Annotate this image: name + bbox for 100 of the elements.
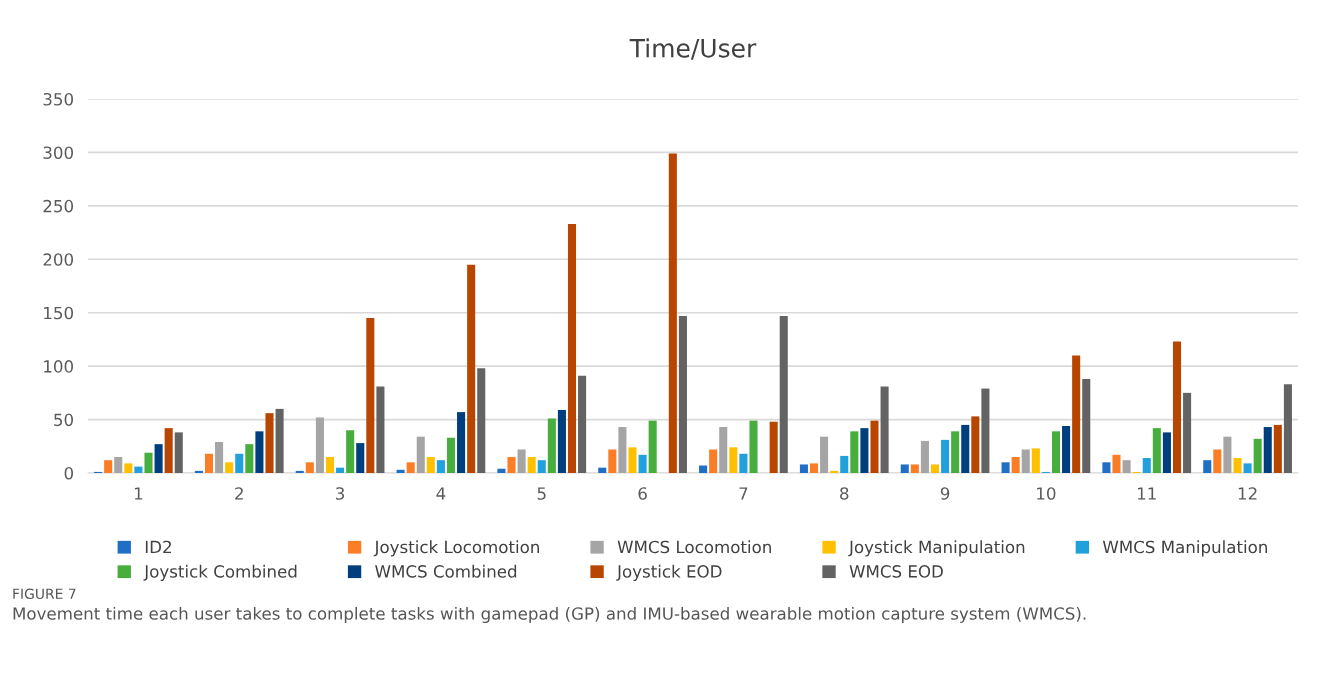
bar [910,464,919,473]
text: Movement time each user takes to complete tasks with gamepad (GP) and IMU-based wearable motion capture system (WMCS). [13,606,1086,624]
bar [628,447,637,473]
bar [699,465,708,473]
bar [1223,436,1232,473]
bar [709,449,718,473]
bar [638,454,647,473]
bar [981,388,990,473]
bar [144,452,153,473]
caption: FIGURE 7 [13,588,76,600]
x-tick-label: 2 [235,487,243,500]
bar [275,408,284,473]
bar [1172,341,1182,473]
bar [961,424,970,473]
bar [457,412,466,473]
bar [749,420,758,473]
bar [235,453,244,473]
bar [608,449,617,473]
legend-label: Joystick Manipulation [848,540,1025,557]
bar [477,368,486,473]
bar [648,420,657,473]
bar [567,224,577,473]
bar [1051,431,1061,473]
bar [265,413,274,473]
bar [860,428,869,473]
bar [799,464,808,473]
bar [1082,378,1091,473]
bar [1152,428,1161,473]
bar [598,467,607,473]
x-tick-label: 11 [1137,487,1156,500]
bar [1102,462,1111,473]
bar [134,466,143,473]
bar [719,427,728,473]
bar [1162,432,1171,473]
x-tick-label: 4 [436,487,446,500]
bar [900,464,909,473]
bar [1072,355,1081,473]
x-tick-label: 6 [638,487,647,500]
bar [870,420,879,473]
bar [507,456,516,473]
bar [840,455,849,473]
bar [164,428,173,473]
bar [920,440,929,473]
legend-label: Joystick EOD [616,564,722,581]
bar [537,460,546,473]
bar [820,436,829,473]
x-tick-label: 5 [537,487,546,500]
bar [1112,454,1121,473]
bar [204,453,214,473]
bar [305,462,314,473]
x-tick-label: 9 [940,487,950,500]
bar [376,386,385,473]
bar [174,432,183,473]
bar [1062,425,1071,473]
bar [830,470,839,473]
bar [1021,449,1030,473]
bar [406,462,415,473]
bar [225,462,234,473]
y-tick-label: 350 [43,92,73,106]
bar [325,456,335,473]
y-tick-label: 50 [54,413,73,427]
bar [416,436,425,473]
bar [245,444,254,473]
legend-label: WMCS Locomotion [617,540,771,554]
bar [779,315,788,473]
bar [114,456,123,473]
bar [1273,424,1282,473]
bar [215,442,224,473]
y-tick-label: 150 [44,306,73,320]
bar [618,427,627,473]
legend-label: WMCS Combined [375,564,517,578]
bar [467,264,476,473]
bar [1233,458,1242,473]
x-tick-label: 10 [1037,487,1056,500]
x-tick-label: 1 [134,487,143,500]
bar [446,437,456,473]
bar [396,469,405,473]
legend-label: Joystick Locomotion [373,540,539,557]
bar [346,430,355,473]
bar [124,463,133,473]
x-tick-label: 3 [336,487,345,500]
bar [497,468,506,473]
bar [769,421,778,473]
bar [930,464,940,473]
bar [295,470,304,473]
bar [668,153,677,473]
bar [951,431,960,473]
bar [1283,384,1292,473]
bar [426,456,435,473]
legend-label: WMCS Manipulation [1102,540,1267,557]
bar [578,375,587,473]
bar [1213,449,1222,473]
bar [809,463,819,473]
bar [850,431,859,473]
bar [729,447,738,473]
bar [941,439,950,473]
bar [1142,458,1151,473]
bar [1031,448,1040,473]
legend-label: ID2 [145,540,171,554]
bar [255,431,264,473]
